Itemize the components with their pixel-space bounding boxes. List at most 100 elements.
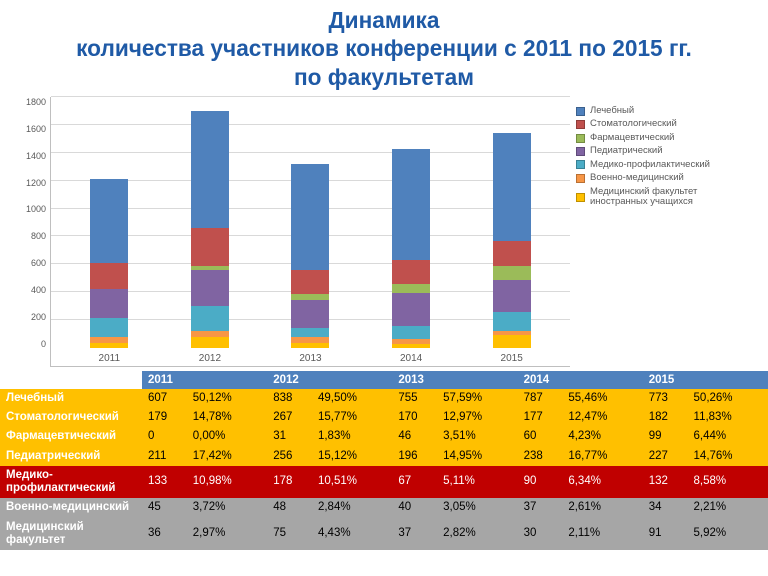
segment: [291, 300, 329, 327]
legend-label: Стоматологический: [590, 119, 677, 129]
y-tick-label: 400: [31, 285, 46, 295]
table-row: Фармацевтический00,00%311,83%463,51%604,…: [0, 427, 768, 446]
bar-2012: 2012: [191, 111, 229, 348]
table-cell: 6,34%: [562, 466, 642, 498]
x-tick-label: 2013: [299, 353, 321, 364]
legend-swatch: [576, 134, 585, 143]
table-cell: 0,00%: [187, 427, 267, 446]
page-title: Динамикаколичества участников конференци…: [0, 0, 768, 93]
table-cell: 45: [142, 498, 187, 517]
segment: [493, 335, 531, 348]
table-cell: 91: [643, 518, 688, 550]
segment: [493, 241, 531, 266]
table-cell: 40: [392, 498, 437, 517]
chart-plot-area: 2011 2012 2013 2014 2015: [50, 97, 570, 367]
table-cell: 132: [643, 466, 688, 498]
y-tick-label: 800: [31, 231, 46, 241]
table-cell: 10,51%: [312, 466, 392, 498]
x-tick-label: 2012: [199, 353, 221, 364]
table-cell: 50,26%: [688, 389, 768, 408]
y-tick-label: 1200: [26, 178, 46, 188]
table-row: Медицинский факультет362,97%754,43%372,8…: [0, 518, 768, 550]
table-cell: 37: [518, 498, 563, 517]
legend-swatch: [576, 174, 585, 183]
x-tick-label: 2014: [400, 353, 422, 364]
table-cell: 2,82%: [437, 518, 517, 550]
table-cell: 4,43%: [312, 518, 392, 550]
table-row: Стоматологический17914,78%26715,77%17012…: [0, 408, 768, 427]
segment: [493, 280, 531, 312]
x-tick-label: 2011: [99, 353, 121, 364]
table-cell: 16,77%: [562, 447, 642, 466]
table-cell: 10,98%: [187, 466, 267, 498]
table-year-header: 2014: [518, 371, 643, 389]
table-cell: 37: [392, 518, 437, 550]
legend-label: Лечебный: [590, 106, 634, 116]
segment: [191, 270, 229, 306]
row-label: Военно-медицинский: [0, 498, 142, 517]
table-cell: 90: [518, 466, 563, 498]
segment: [90, 318, 128, 337]
segment: [191, 111, 229, 228]
segment: [493, 133, 531, 241]
table-cell: 48: [267, 498, 312, 517]
legend-item: Медико-профилактический: [576, 160, 746, 170]
gridline: [51, 124, 570, 125]
table-cell: 55,46%: [562, 389, 642, 408]
table-cell: 14,78%: [187, 408, 267, 427]
table-cell: 773: [643, 389, 688, 408]
y-tick-label: 1600: [26, 124, 46, 134]
row-label: Лечебный: [0, 389, 142, 408]
table-cell: 31: [267, 427, 312, 446]
table-cell: 60: [518, 427, 563, 446]
table-cell: 17,42%: [187, 447, 267, 466]
y-axis-labels: 180016001400120010008006004002000: [18, 97, 50, 367]
segment: [392, 149, 430, 259]
table-cell: 211: [142, 447, 187, 466]
table-cell: 2,84%: [312, 498, 392, 517]
row-label: Педиатрический: [0, 447, 142, 466]
table-cell: 5,11%: [437, 466, 517, 498]
gridline: [51, 96, 570, 97]
table-cell: 14,95%: [437, 447, 517, 466]
y-tick-label: 1400: [26, 151, 46, 161]
table-cell: 177: [518, 408, 563, 427]
y-tick-label: 1000: [26, 204, 46, 214]
table-cell: 178: [267, 466, 312, 498]
table-cell: 46: [392, 427, 437, 446]
legend-item: Стоматологический: [576, 119, 746, 129]
segment: [392, 260, 430, 285]
table-cell: 67: [392, 466, 437, 498]
segment: [493, 312, 531, 330]
table-year-header: 2012: [267, 371, 392, 389]
y-tick-label: 1800: [26, 97, 46, 107]
table-cell: 49,50%: [312, 389, 392, 408]
table-cell: 36: [142, 518, 187, 550]
table-cell: 15,77%: [312, 408, 392, 427]
table-row: Педиатрический21117,42%25615,12%19614,95…: [0, 447, 768, 466]
table-cell: 607: [142, 389, 187, 408]
stacked-bar-chart: 180016001400120010008006004002000 201120…: [18, 97, 750, 367]
table-cell: 2,21%: [688, 498, 768, 517]
table-cell: 34: [643, 498, 688, 517]
table-row: Лечебный60750,12%83849,50%75557,59%78755…: [0, 389, 768, 408]
table-cell: 2,97%: [187, 518, 267, 550]
data-table: 20112012201320142015 Лечебный60750,12%83…: [0, 371, 768, 550]
table-cell: 99: [643, 427, 688, 446]
bar-2011: 2011: [90, 179, 128, 348]
table-cell: 12,97%: [437, 408, 517, 427]
title-line: количества участников конференции с 2011…: [20, 34, 748, 62]
segment: [291, 343, 329, 348]
legend-label: Медицинский факультет иностранных учащих…: [590, 187, 746, 208]
table-cell: 11,83%: [688, 408, 768, 427]
row-label: Фармацевтический: [0, 427, 142, 446]
table-cell: 2,11%: [562, 518, 642, 550]
legend-item: Педиатрический: [576, 146, 746, 156]
legend-label: Фармацевтический: [590, 133, 674, 143]
bar-2015: 2015: [493, 133, 531, 348]
table-cell: 6,44%: [688, 427, 768, 446]
legend-swatch: [576, 193, 585, 202]
legend-item: Военно-медицинский: [576, 173, 746, 183]
table-cell: 3,05%: [437, 498, 517, 517]
segment: [291, 164, 329, 270]
